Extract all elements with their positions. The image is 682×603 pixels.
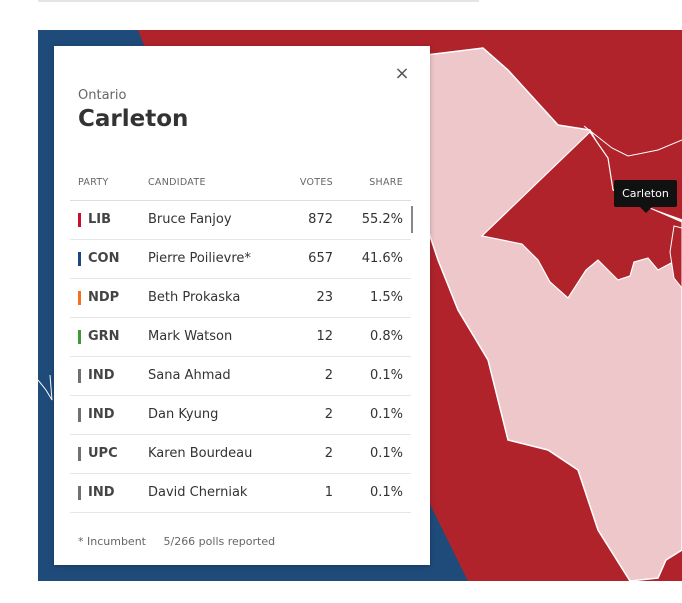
riding-tooltip: Carleton	[614, 180, 677, 213]
results-scrollbar[interactable]	[411, 206, 413, 233]
party-color-swatch	[78, 408, 81, 422]
map-region-lib-east	[669, 225, 682, 289]
vote-share: 41.6%	[361, 251, 403, 266]
vote-share: 0.1%	[369, 485, 403, 500]
party-code: UPC	[88, 446, 118, 461]
table-row: IND David Cherniak 1 0.1%	[70, 474, 411, 513]
party-code: LIB	[88, 212, 112, 227]
party-color-swatch	[78, 369, 81, 383]
table-row: GRN Mark Watson 12 0.8%	[70, 318, 411, 357]
party-code: IND	[88, 368, 115, 383]
polls-reported: 5/266 polls reported	[163, 535, 276, 548]
riding-title: Carleton	[78, 106, 189, 132]
riding-results-panel: × Ontario Carleton PARTY CANDIDATE VOTES…	[54, 46, 430, 565]
vote-share: 0.8%	[369, 329, 403, 344]
map-boundary-north	[583, 125, 682, 157]
vote-share: 55.2%	[361, 212, 403, 227]
results-table-body[interactable]: LIB Bruce Fanjoy 872 55.2% CON Pierre Po…	[70, 201, 411, 513]
candidate-name: Sana Ahmad	[148, 368, 231, 383]
candidate-name: Mark Watson	[148, 329, 233, 344]
party-color-swatch	[78, 447, 81, 461]
party-color-swatch	[78, 291, 81, 305]
map-boundary-left	[38, 374, 53, 401]
table-row: IND Dan Kyung 2 0.1%	[70, 396, 411, 435]
vote-count: 2	[324, 368, 333, 383]
vote-count: 12	[316, 329, 333, 344]
candidate-name: David Cherniak	[148, 485, 248, 500]
province-label: Ontario	[78, 88, 127, 103]
party-color-swatch	[78, 213, 81, 227]
vote-share: 1.5%	[369, 290, 403, 305]
table-row: IND Sana Ahmad 2 0.1%	[70, 357, 411, 396]
header-votes: VOTES	[299, 177, 333, 188]
table-row: LIB Bruce Fanjoy 872 55.2%	[70, 201, 411, 240]
candidate-name: Pierre Poilievre*	[148, 251, 251, 266]
table-row: NDP Beth Prokaska 23 1.5%	[70, 279, 411, 318]
vote-share: 0.1%	[369, 368, 403, 383]
table-row: CON Pierre Poilievre* 657 41.6%	[70, 240, 411, 279]
party-code: GRN	[88, 329, 120, 344]
party-color-swatch	[78, 486, 81, 500]
header-candidate: CANDIDATE	[148, 177, 206, 188]
vote-count: 657	[308, 251, 333, 266]
vote-share: 0.1%	[369, 407, 403, 422]
party-code: CON	[88, 251, 120, 266]
table-row: UPC Karen Bourdeau 2 0.1%	[70, 435, 411, 474]
vote-count: 2	[324, 446, 333, 461]
party-code: IND	[88, 485, 115, 500]
vote-count: 2	[324, 407, 333, 422]
vote-count: 1	[324, 485, 333, 500]
header-party: PARTY	[78, 177, 109, 188]
party-code: NDP	[88, 290, 120, 305]
party-color-swatch	[78, 330, 81, 344]
results-table-header: PARTY CANDIDATE VOTES SHARE	[70, 172, 411, 201]
candidate-name: Bruce Fanjoy	[148, 212, 232, 227]
vote-count: 23	[316, 290, 333, 305]
vote-count: 872	[308, 212, 333, 227]
candidate-name: Beth Prokaska	[148, 290, 241, 305]
top-divider	[38, 0, 479, 2]
map-region-carleton	[407, 47, 682, 581]
incumbent-note: * Incumbent	[78, 535, 146, 548]
party-color-swatch	[78, 252, 81, 266]
results-footer: * Incumbent 5/266 polls reported	[78, 535, 275, 548]
candidate-name: Dan Kyung	[148, 407, 219, 422]
candidate-name: Karen Bourdeau	[148, 446, 253, 461]
close-icon[interactable]: ×	[394, 63, 410, 84]
header-share: SHARE	[369, 177, 403, 188]
vote-share: 0.1%	[369, 446, 403, 461]
party-code: IND	[88, 407, 115, 422]
